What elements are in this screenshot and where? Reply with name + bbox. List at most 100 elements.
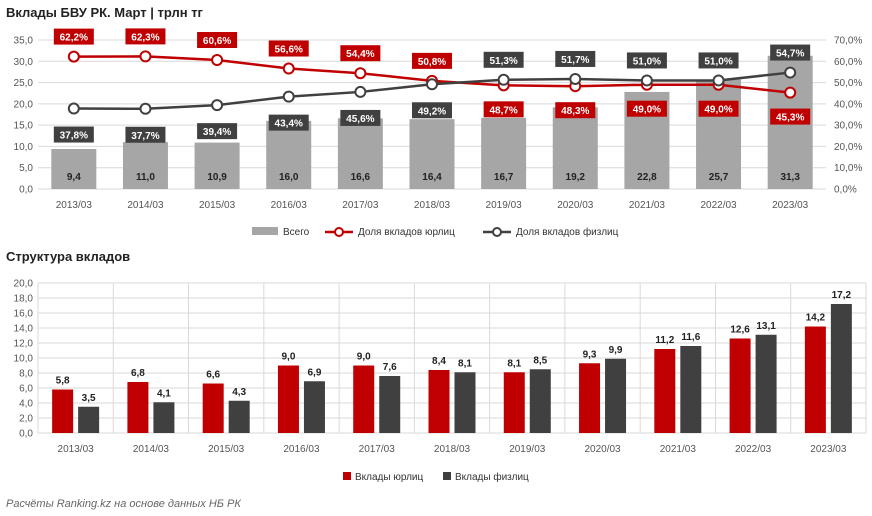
bar-corp-label: 6,6: [206, 370, 220, 381]
y-tick-label: 5,0: [19, 163, 33, 174]
phys-share-label: 49,2%: [418, 106, 446, 117]
bar-phys-label: 8,5: [533, 355, 547, 366]
corp-share-label: 62,3%: [131, 32, 159, 43]
phys-share-label: 54,7%: [776, 49, 804, 60]
y-tick-label: 2,0: [19, 414, 33, 425]
bar-corp: [654, 349, 676, 433]
y-tick-label: 8,0: [19, 369, 33, 380]
phys-share-point: [640, 74, 653, 87]
x-tick-label: 2017/03: [359, 444, 396, 455]
corp-share-label-box: [770, 108, 811, 125]
y2-tick-label: 40,0%: [834, 99, 862, 110]
y-tick-label: 14,0: [14, 324, 34, 335]
bar-corp: [428, 370, 450, 433]
bar-corp-label: 8,1: [507, 358, 521, 369]
legend-phys-swatch: [443, 472, 451, 480]
chart1-title: Вклады БВУ РК. Март | трлн тг: [6, 5, 203, 20]
corp-share-label-box: [268, 40, 309, 57]
corp-share-label: 54,4%: [346, 49, 374, 60]
x-tick-label: 2018/03: [434, 444, 471, 455]
bar-phys: [755, 334, 777, 433]
phys-share-label-box: [698, 52, 739, 69]
corp-share-point: [139, 50, 152, 63]
x-tick-label: 2013/03: [58, 444, 95, 455]
corp-share-label-box: [626, 100, 667, 117]
y-tick-label: 16,0: [14, 309, 34, 320]
chart2-title: Структура вкладов: [6, 249, 131, 264]
phys-share-label-box: [626, 52, 667, 69]
legend-corp-marker: [334, 227, 344, 237]
x-tick-label: 2015/03: [208, 444, 245, 455]
phys-share-point: [784, 66, 797, 79]
legend-phys-label: Вклады физлиц: [455, 471, 529, 483]
bar-phys-label: 11,6: [681, 332, 700, 343]
phys-share-label: 45,6%: [346, 114, 374, 125]
legend-total-swatch: [252, 227, 278, 235]
bar-phys: [153, 402, 175, 433]
phys-share-label-box: [483, 51, 524, 68]
corp-share-label-box: [555, 102, 596, 119]
y2-tick-label: 70,0%: [834, 36, 862, 47]
bar-corp-label: 11,2: [655, 335, 674, 346]
bar-total-label: 11,0: [136, 172, 155, 183]
phys-share-label: 37,7%: [131, 131, 159, 142]
y-tick-label: 18,0: [14, 294, 34, 305]
phys-share-label: 51,0%: [704, 56, 732, 67]
phys-share-label-box: [770, 44, 811, 61]
x-tick-label: 2016/03: [283, 444, 320, 455]
corp-share-label-box: [340, 45, 381, 62]
bar-phys-label: 8,1: [458, 358, 472, 369]
phys-share-point: [426, 78, 438, 91]
bar-corp-label: 9,0: [357, 352, 371, 363]
y-tick-label: 6,0: [19, 384, 33, 395]
bar-total-label: 19,2: [566, 172, 586, 183]
x-tick-label: 2020/03: [557, 200, 594, 211]
bar-corp: [127, 382, 149, 433]
corp-share-label: 48,3%: [561, 106, 589, 117]
phys-share-point: [712, 74, 725, 87]
bar-corp-label: 9,0: [282, 352, 296, 363]
bar-phys-label: 9,9: [609, 345, 623, 356]
corp-share-label: 62,2%: [60, 33, 88, 44]
y-tick-label: 20,0: [14, 99, 34, 110]
corp-share-label: 56,6%: [275, 45, 303, 56]
corp-share-label: 50,8%: [418, 57, 446, 68]
y-tick-label: 10,0: [14, 142, 34, 153]
bar-corp-label: 9,3: [583, 349, 597, 360]
y-tick-label: 25,0: [14, 78, 34, 89]
legend-corp-label: Вклады юрлиц: [355, 472, 423, 483]
corp-share-label-box: [483, 101, 524, 118]
corp-share-point: [282, 62, 295, 75]
bar-phys: [830, 304, 852, 433]
x-tick-label: 2022/03: [700, 200, 737, 211]
y-tick-label: 4,0: [19, 399, 33, 410]
x-tick-label: 2023/03: [772, 200, 809, 211]
bar-phys: [529, 369, 551, 433]
bar-corp-label: 6,8: [131, 368, 145, 379]
x-tick-label: 2014/03: [133, 444, 170, 455]
bar-corp: [353, 365, 375, 433]
phys-share-point: [67, 102, 80, 115]
chart1-svg: 0,0 5,0 10,0 15,0 20,0 25,0 30,0 35,0 0,0% 10,0% 2…: [14, 28, 862, 238]
corp-share-point: [67, 50, 80, 63]
corp-share-point: [784, 86, 797, 99]
phys-share-label-box: [125, 126, 166, 143]
bar-phys-label: 4,1: [157, 388, 171, 399]
phys-share-point: [282, 90, 295, 103]
bar-corp-label: 12,6: [730, 325, 750, 336]
x-tick-label: 2015/03: [199, 200, 236, 211]
source-note: Расчёты Ranking.kz на основе данных НБ Р…: [6, 498, 241, 510]
bar-total-label: 22,8: [637, 172, 657, 183]
phys-share-point: [497, 73, 510, 86]
bar-total-label: 16,6: [351, 172, 371, 183]
bar-total: [194, 142, 240, 189]
corp-share-label: 60,6%: [203, 36, 231, 47]
corp-share-label: 45,3%: [776, 113, 804, 124]
bar-corp: [503, 372, 525, 433]
bar-corp-label: 5,8: [56, 376, 70, 387]
x-tick-label: 2018/03: [414, 200, 451, 211]
phys-share-label-box: [53, 126, 94, 143]
bar-phys: [605, 358, 627, 433]
corp-share-label-box: [197, 32, 238, 49]
